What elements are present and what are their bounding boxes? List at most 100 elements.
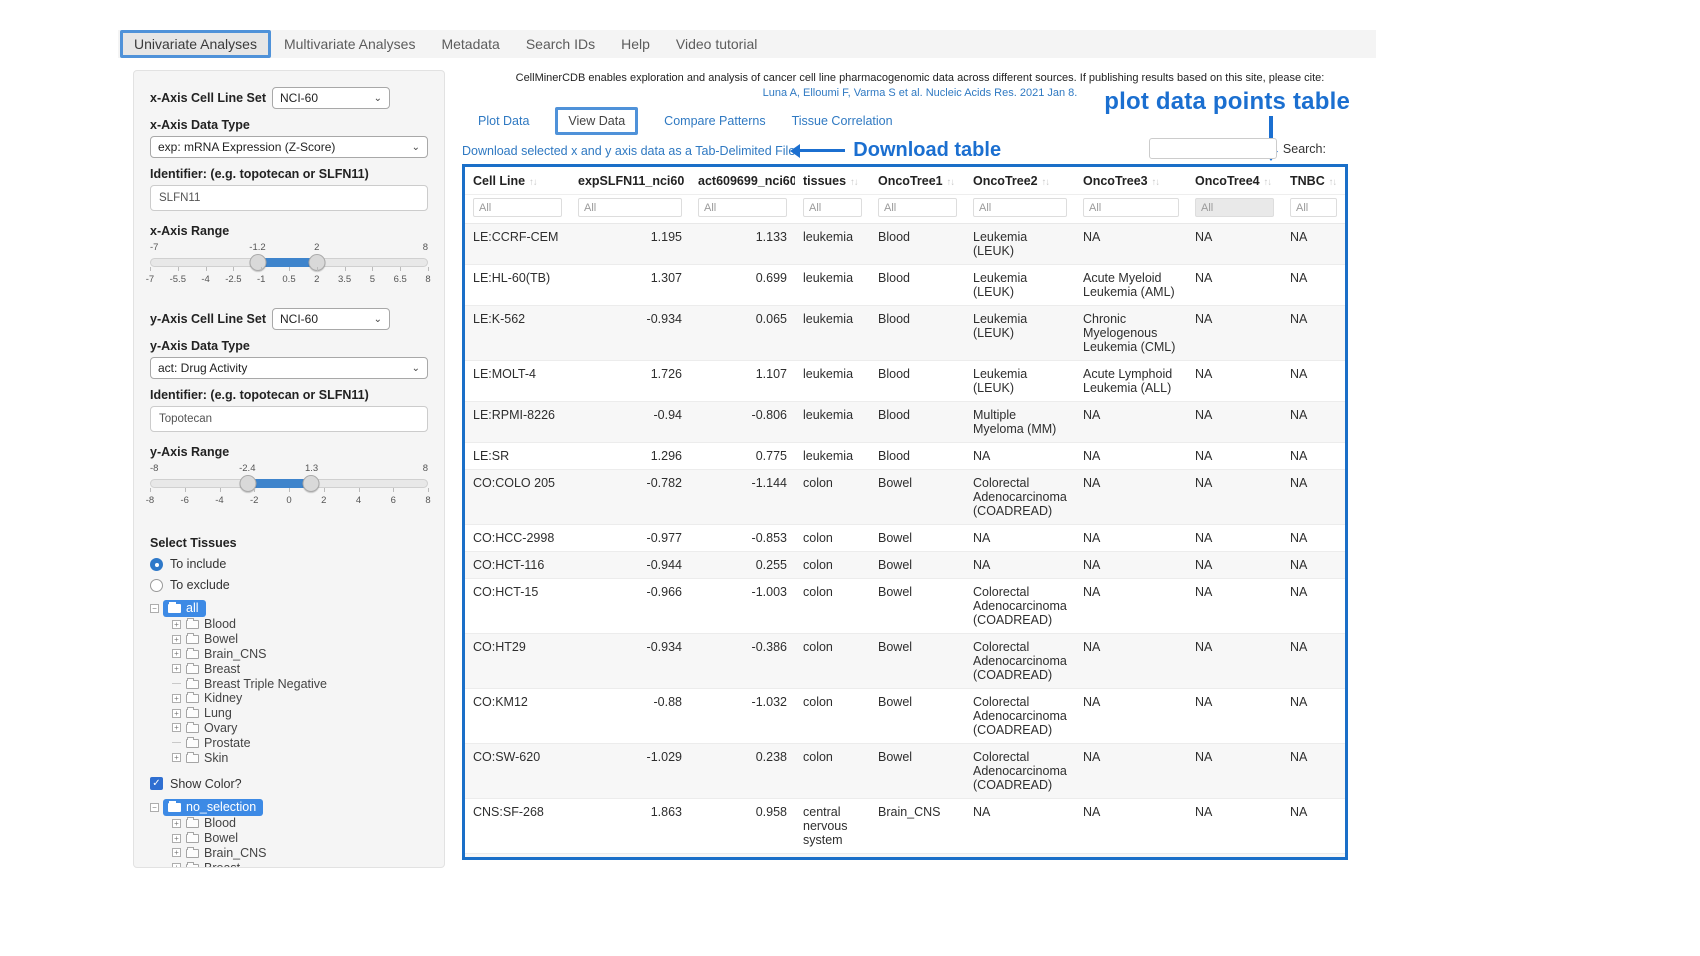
search-label: Search: bbox=[1283, 142, 1326, 156]
tree-item-lung[interactable]: +Lung bbox=[172, 706, 428, 721]
table-row[interactable]: CO:COLO 205-0.782-1.144colonBowelColorec… bbox=[465, 470, 1345, 525]
column-filter-tissues[interactable] bbox=[803, 198, 862, 217]
tree-item-brain-cns[interactable]: +Brain_CNS bbox=[172, 846, 428, 861]
column-header-cell-line[interactable]: Cell Line↑↓ bbox=[465, 167, 570, 195]
column-filter-oncotree4[interactable] bbox=[1195, 198, 1274, 217]
table-row[interactable]: LE:CCRF-CEM1.1951.133leukemiaBloodLeukem… bbox=[465, 224, 1345, 265]
column-header-expslfn11-nci60[interactable]: expSLFN11_nci60↑↓ bbox=[570, 167, 690, 195]
column-header-tissues[interactable]: tissues↑↓ bbox=[795, 167, 870, 195]
column-filter-act609699-nci60[interactable] bbox=[698, 198, 787, 217]
slider-handle-high[interactable] bbox=[303, 475, 320, 492]
y-axis-identifier-input[interactable] bbox=[150, 406, 428, 432]
x-axis-range-slider[interactable]: -7-1.228-7-5.5-4-2.5-10.523.556.58 bbox=[150, 242, 428, 294]
download-tab-delimited-link[interactable]: Download selected x and y axis data as a… bbox=[462, 144, 795, 158]
tree-item-bowel[interactable]: +Bowel bbox=[172, 831, 428, 846]
cell-act609699-nci60: 0.255 bbox=[690, 552, 795, 579]
column-filter-expslfn11-nci60[interactable] bbox=[578, 198, 682, 217]
table-row[interactable]: CNS:SF-2681.8630.958central nervous syst… bbox=[465, 799, 1345, 854]
expand-icon[interactable]: + bbox=[172, 649, 181, 658]
tab-compare-patterns[interactable]: Compare Patterns bbox=[664, 114, 765, 128]
tree-item-prostate[interactable]: Prostate bbox=[172, 735, 428, 750]
column-header-oncotree4[interactable]: OncoTree4↑↓ bbox=[1187, 167, 1282, 195]
column-header-oncotree3[interactable]: OncoTree3↑↓ bbox=[1075, 167, 1187, 195]
expand-icon[interactable]: + bbox=[172, 723, 181, 732]
x-axis-cell-line-set-select[interactable]: NCI-60⌄ bbox=[272, 87, 390, 109]
x-axis-identifier-input[interactable] bbox=[150, 185, 428, 211]
nav-tab-search-ids[interactable]: Search IDs bbox=[513, 32, 608, 56]
expand-icon[interactable]: + bbox=[172, 753, 181, 762]
tab-tissue-correlation[interactable]: Tissue Correlation bbox=[792, 114, 893, 128]
column-filter-tnbc[interactable] bbox=[1290, 198, 1337, 217]
nav-tab-help[interactable]: Help bbox=[608, 32, 663, 56]
tree-item-ovary[interactable]: +Ovary bbox=[172, 721, 428, 736]
tree-item-breast[interactable]: +Breast bbox=[172, 661, 428, 676]
tree-item-breast[interactable]: +Breast bbox=[172, 860, 428, 868]
nav-tab-univariate-analyses[interactable]: Univariate Analyses bbox=[120, 30, 271, 58]
y-axis-cell-line-set-select[interactable]: NCI-60⌄ bbox=[272, 308, 390, 330]
table-row[interactable]: CO:KM12-0.88-1.032colonBowelColorectal A… bbox=[465, 689, 1345, 744]
show-color-checkbox[interactable]: ✓ Show Color? bbox=[150, 777, 428, 791]
expand-icon[interactable]: + bbox=[172, 819, 181, 828]
table-row[interactable]: LE:MOLT-41.7261.107leukemiaBloodLeukemia… bbox=[465, 361, 1345, 402]
slider-tick-label: -5.5 bbox=[170, 274, 186, 285]
table-row[interactable]: CO:SW-620-1.0290.238colonBowelColorectal… bbox=[465, 744, 1345, 799]
tree-item-skin[interactable]: +Skin bbox=[172, 750, 428, 765]
table-row[interactable]: LE:RPMI-8226-0.94-0.806leukemiaBloodMult… bbox=[465, 402, 1345, 443]
expand-icon[interactable]: + bbox=[172, 863, 181, 868]
tab-plot-data[interactable]: Plot Data bbox=[478, 114, 529, 128]
tree-root-no-selection[interactable]: no_selection bbox=[163, 799, 263, 816]
tree-item-blood[interactable]: +Blood bbox=[172, 816, 428, 831]
expand-icon[interactable]: + bbox=[172, 694, 181, 703]
tree-item-bowel[interactable]: +Bowel bbox=[172, 632, 428, 647]
column-header-oncotree2[interactable]: OncoTree2↑↓ bbox=[965, 167, 1075, 195]
tree-root-all[interactable]: all bbox=[163, 600, 206, 617]
tree-item-blood[interactable]: +Blood bbox=[172, 617, 428, 632]
slider-track[interactable] bbox=[150, 258, 428, 267]
radio-to-include[interactable]: To include bbox=[150, 557, 428, 571]
column-filter-oncotree1[interactable] bbox=[878, 198, 957, 217]
column-filter-cell-line[interactable] bbox=[473, 198, 562, 217]
nav-tab-metadata[interactable]: Metadata bbox=[428, 32, 512, 56]
nav-tab-multivariate-analyses[interactable]: Multivariate Analyses bbox=[271, 32, 429, 56]
column-filter-oncotree3[interactable] bbox=[1083, 198, 1179, 217]
column-filter-oncotree2[interactable] bbox=[973, 198, 1067, 217]
table-row[interactable]: CO:HT29-0.934-0.386colonBowelColorectal … bbox=[465, 634, 1345, 689]
cell-tnbc: NA bbox=[1282, 689, 1345, 744]
slider-tick-label: -7 bbox=[146, 274, 154, 285]
radio-to-exclude[interactable]: To exclude bbox=[150, 578, 428, 592]
search-input[interactable] bbox=[1149, 138, 1277, 159]
column-header-oncotree1[interactable]: OncoTree1↑↓ bbox=[870, 167, 965, 195]
y-axis-range-slider[interactable]: -8-2.41.38-8-6-4-202468 bbox=[150, 463, 428, 515]
tree-item-brain-cns[interactable]: +Brain_CNS bbox=[172, 647, 428, 662]
table-row[interactable]: CO:HCC-2998-0.977-0.853colonBowelNANANAN… bbox=[465, 525, 1345, 552]
slider-handle-low[interactable] bbox=[249, 254, 266, 271]
expand-icon[interactable]: + bbox=[172, 620, 181, 629]
tree-item-breast-triple-negative[interactable]: Breast Triple Negative bbox=[172, 676, 428, 691]
nav-tab-video-tutorial[interactable]: Video tutorial bbox=[663, 32, 770, 56]
cell-cell-line: LE:K-562 bbox=[465, 306, 570, 361]
y-axis-data-type-select[interactable]: act: Drug Activity⌄ bbox=[150, 357, 428, 379]
table-row[interactable]: CO:HCT-116-0.9440.255colonBowelNANANANA bbox=[465, 552, 1345, 579]
table-row[interactable]: LE:K-562-0.9340.065leukemiaBloodLeukemia… bbox=[465, 306, 1345, 361]
expand-icon[interactable]: + bbox=[172, 834, 181, 843]
expand-icon[interactable]: + bbox=[172, 635, 181, 644]
expand-icon[interactable]: + bbox=[172, 709, 181, 718]
cell-expslfn11-nci60: -0.944 bbox=[570, 552, 690, 579]
column-header-act609699-nci60[interactable]: act609699_nci60↑↓ bbox=[690, 167, 795, 195]
cell-oncotree3: NA bbox=[1075, 689, 1187, 744]
table-row[interactable]: CNS:SF-2951.280.726central nervous syste… bbox=[465, 854, 1345, 861]
sort-icon: ↑↓ bbox=[947, 177, 955, 188]
table-row[interactable]: LE:SR1.2960.775leukemiaBloodNANANANA bbox=[465, 443, 1345, 470]
expand-icon[interactable]: + bbox=[172, 848, 181, 857]
table-row[interactable]: CO:HCT-15-0.966-1.003colonBowelColorecta… bbox=[465, 579, 1345, 634]
table-row[interactable]: LE:HL-60(TB)1.3070.699leukemiaBloodLeuke… bbox=[465, 265, 1345, 306]
collapse-icon[interactable]: − bbox=[150, 803, 159, 812]
slider-track[interactable] bbox=[150, 479, 428, 488]
tree-item-kidney[interactable]: +Kidney bbox=[172, 691, 428, 706]
expand-icon[interactable]: + bbox=[172, 664, 181, 673]
annotation-plot-data-points-table: plot data points table bbox=[1104, 88, 1350, 116]
column-header-tnbc[interactable]: TNBC↑↓ bbox=[1282, 167, 1345, 195]
tab-view-data[interactable]: View Data bbox=[555, 107, 638, 135]
x-axis-data-type-select[interactable]: exp: mRNA Expression (Z-Score)⌄ bbox=[150, 136, 428, 158]
collapse-icon[interactable]: − bbox=[150, 604, 159, 613]
